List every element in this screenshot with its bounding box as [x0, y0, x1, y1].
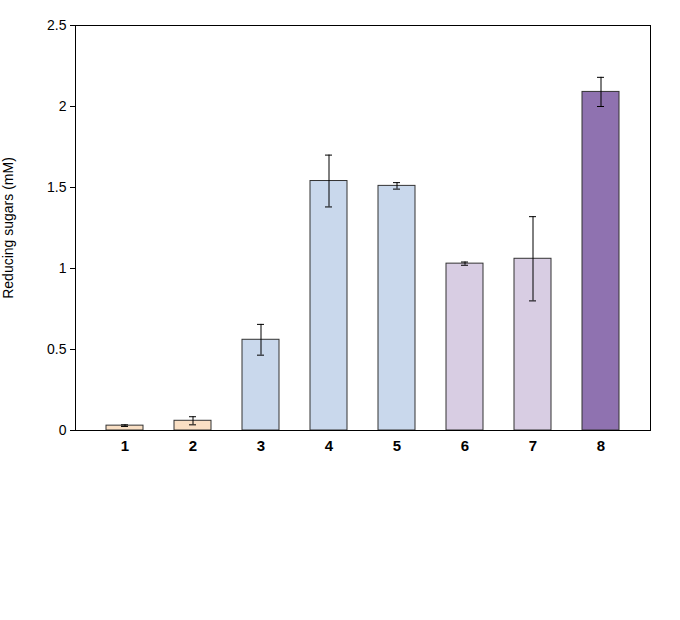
svg-text:0.5: 0.5	[47, 341, 67, 357]
svg-text:7: 7	[529, 437, 537, 454]
svg-text:5: 5	[393, 437, 401, 454]
svg-text:3: 3	[257, 437, 265, 454]
svg-text:1: 1	[59, 260, 67, 276]
svg-text:4: 4	[325, 437, 334, 454]
svg-text:1: 1	[121, 437, 129, 454]
svg-text:6: 6	[461, 437, 469, 454]
svg-text:2: 2	[59, 98, 67, 114]
svg-text:0: 0	[59, 422, 67, 438]
svg-text:2.5: 2.5	[47, 17, 67, 33]
svg-text:1.5: 1.5	[47, 179, 67, 195]
svg-text:8: 8	[597, 437, 605, 454]
svg-text:Reducing sugars (mM): Reducing sugars (mM)	[0, 157, 16, 299]
svg-text:2: 2	[189, 437, 197, 454]
